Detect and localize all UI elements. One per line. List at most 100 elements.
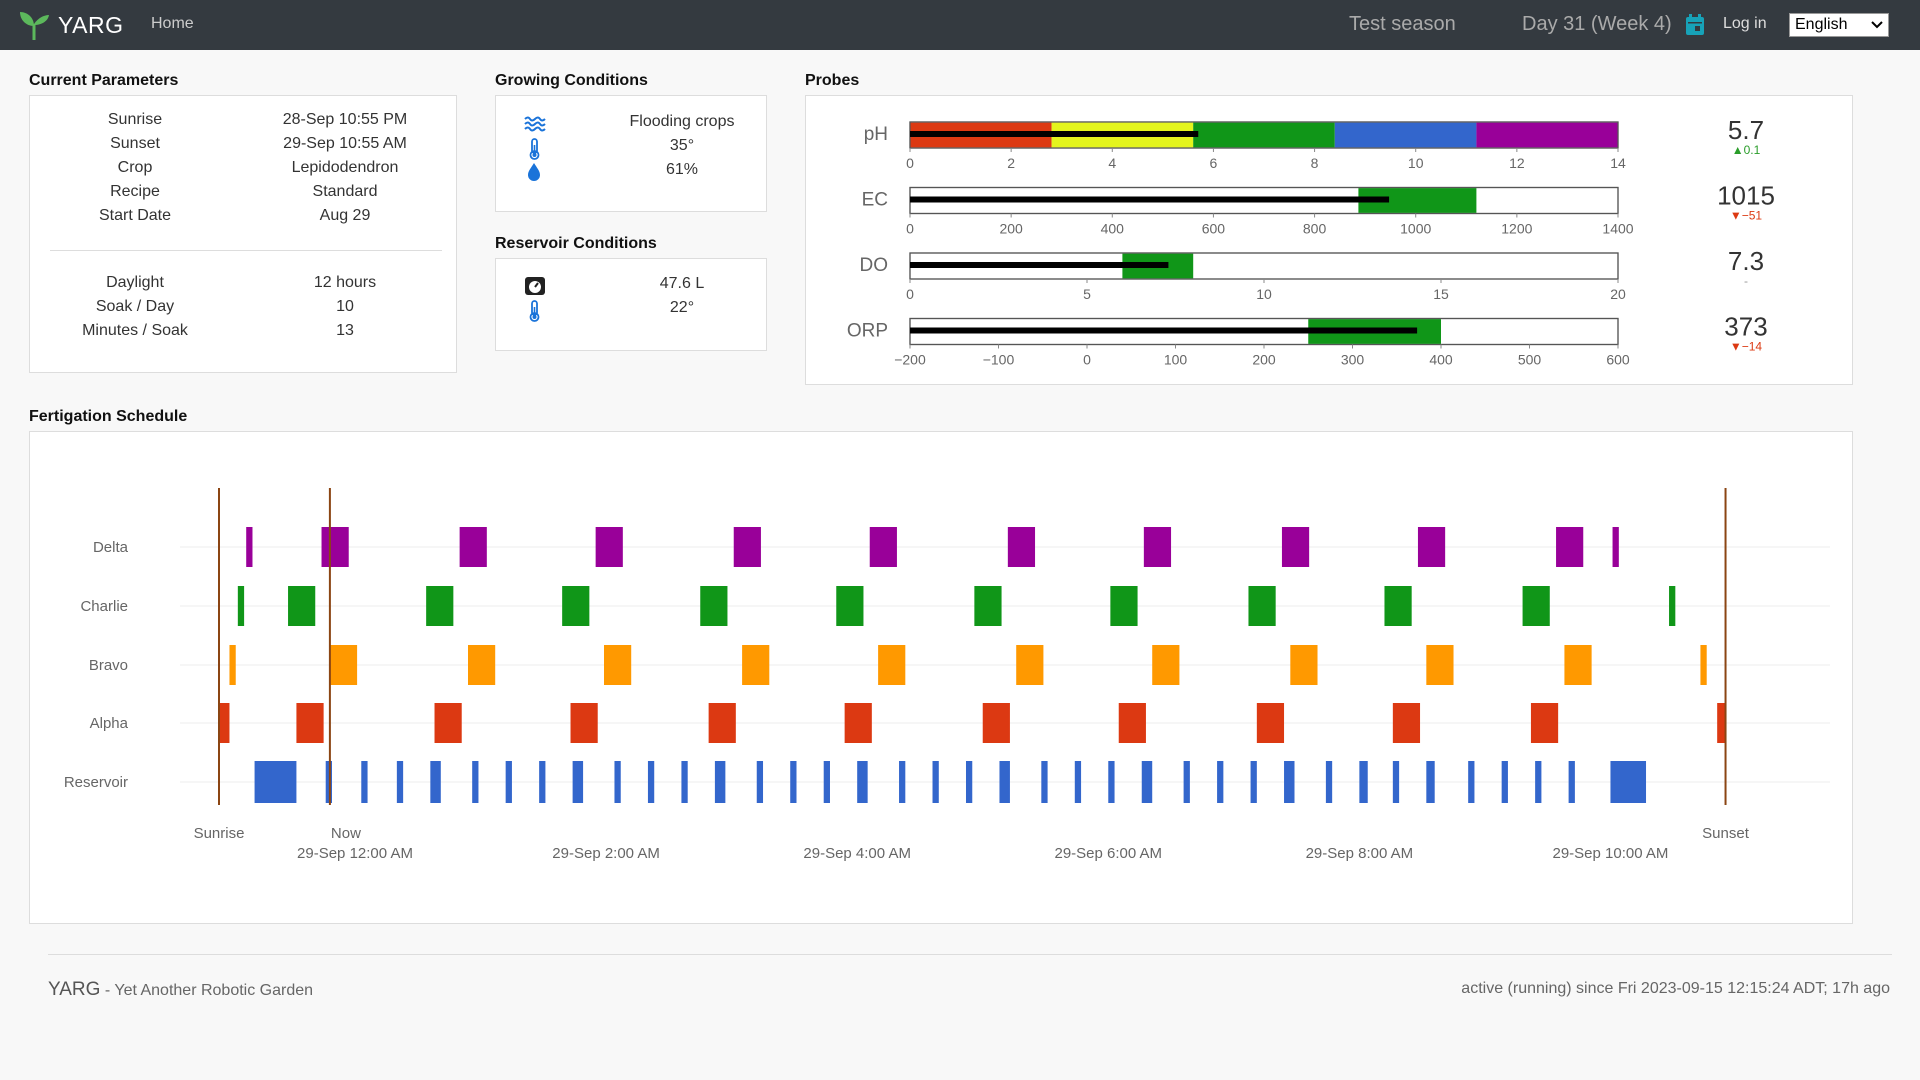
schedule-event[interactable] <box>1110 586 1138 626</box>
schedule-event[interactable] <box>790 761 797 803</box>
thermometer-icon <box>524 300 544 322</box>
schedule-event[interactable] <box>974 586 1002 626</box>
schedule-event[interactable] <box>1290 645 1318 685</box>
schedule-event[interactable] <box>1426 761 1435 803</box>
schedule-event[interactable] <box>878 645 906 685</box>
schedule-event[interactable] <box>246 527 253 567</box>
schedule-event[interactable] <box>505 761 512 803</box>
schedule-event[interactable] <box>1501 761 1508 803</box>
row-label: Delta <box>93 539 129 556</box>
schedule-event[interactable] <box>1041 761 1048 803</box>
schedule-event[interactable] <box>932 761 939 803</box>
schedule-event[interactable] <box>1556 527 1584 567</box>
schedule-event[interactable] <box>681 761 688 803</box>
schedule-event[interactable] <box>1717 703 1726 743</box>
schedule-event[interactable] <box>823 761 830 803</box>
schedule-event[interactable] <box>899 761 906 803</box>
calendar-icon[interactable] <box>1685 14 1705 41</box>
schedule-event[interactable] <box>756 761 764 803</box>
schedule-event[interactable] <box>1530 703 1559 743</box>
schedule-event[interactable] <box>1392 761 1400 803</box>
schedule-event[interactable] <box>1108 761 1115 803</box>
schedule-event[interactable] <box>1007 527 1036 567</box>
schedule-event[interactable] <box>426 586 454 626</box>
schedule-event[interactable] <box>614 761 621 803</box>
schedule-event[interactable] <box>742 645 770 685</box>
brand-link[interactable]: YARG <box>18 6 123 44</box>
schedule-event[interactable] <box>595 527 623 567</box>
schedule-event[interactable] <box>572 761 584 803</box>
schedule-event[interactable] <box>237 586 245 626</box>
schedule-event[interactable] <box>1118 703 1146 743</box>
schedule-event[interactable] <box>1281 527 1310 567</box>
schedule-event[interactable] <box>1256 703 1285 743</box>
schedule-event[interactable] <box>321 527 349 567</box>
schedule-event[interactable] <box>1152 645 1180 685</box>
schedule-event[interactable] <box>1392 703 1421 743</box>
schedule-event[interactable] <box>562 586 590 626</box>
schedule-event[interactable] <box>229 645 236 685</box>
schedule-event[interactable] <box>869 527 897 567</box>
schedule-event[interactable] <box>844 703 872 743</box>
schedule-event[interactable] <box>708 703 736 743</box>
schedule-event[interactable] <box>325 761 332 803</box>
schedule-event[interactable] <box>570 703 598 743</box>
schedule-event[interactable] <box>647 761 655 803</box>
schedule-event[interactable] <box>539 761 546 803</box>
schedule-event[interactable] <box>1284 761 1295 803</box>
season-name[interactable]: Test season <box>1349 13 1456 35</box>
schedule-event[interactable] <box>700 586 728 626</box>
schedule-event[interactable] <box>1535 761 1542 803</box>
schedule-event[interactable] <box>219 703 230 743</box>
schedule-event[interactable] <box>296 703 324 743</box>
humidity-row: 61% <box>496 161 768 185</box>
schedule-event[interactable] <box>1417 527 1446 567</box>
schedule-event[interactable] <box>1522 586 1550 626</box>
schedule-event[interactable] <box>999 761 1010 803</box>
schedule-event[interactable] <box>329 645 358 685</box>
schedule-event[interactable] <box>459 527 487 567</box>
nav-home-link[interactable]: Home <box>151 15 194 32</box>
schedule-event[interactable] <box>361 761 368 803</box>
schedule-event[interactable] <box>1016 645 1044 685</box>
probe-name: EC <box>862 190 888 211</box>
schedule-event[interactable] <box>965 761 973 803</box>
schedule-event[interactable] <box>1568 761 1575 803</box>
schedule-event[interactable] <box>836 586 864 626</box>
schedule-event[interactable] <box>1669 586 1676 626</box>
parameter-label: Recipe <box>110 183 160 200</box>
schedule-event[interactable] <box>982 703 1010 743</box>
schedule-event[interactable] <box>1250 761 1257 803</box>
schedule-event[interactable] <box>1248 586 1276 626</box>
schedule-event[interactable] <box>1074 761 1082 803</box>
schedule-event[interactable] <box>254 761 297 803</box>
schedule-event[interactable] <box>1384 586 1412 626</box>
schedule-event[interactable] <box>733 527 761 567</box>
schedule-event[interactable] <box>1700 645 1707 685</box>
thermometer-icon <box>524 138 544 160</box>
schedule-event[interactable] <box>1359 761 1368 803</box>
schedule-event[interactable] <box>467 645 496 685</box>
water-waves-icon <box>524 114 546 134</box>
schedule-event[interactable] <box>1612 527 1619 567</box>
schedule-event[interactable] <box>1143 527 1172 567</box>
schedule-event[interactable] <box>604 645 632 685</box>
schedule-event[interactable] <box>472 761 479 803</box>
schedule-event[interactable] <box>1610 761 1647 803</box>
schedule-event[interactable] <box>714 761 726 803</box>
language-select[interactable]: English <box>1789 13 1889 37</box>
schedule-event[interactable] <box>1217 761 1224 803</box>
probe-band <box>1193 122 1335 148</box>
schedule-event[interactable] <box>1325 761 1333 803</box>
login-link[interactable]: Log in <box>1723 15 1767 32</box>
schedule-event[interactable] <box>1468 761 1475 803</box>
schedule-event[interactable] <box>1426 645 1454 685</box>
schedule-event[interactable] <box>434 703 462 743</box>
schedule-event[interactable] <box>1183 761 1190 803</box>
schedule-event[interactable] <box>1141 761 1153 803</box>
schedule-event[interactable] <box>396 761 404 803</box>
schedule-event[interactable] <box>288 586 316 626</box>
schedule-event[interactable] <box>857 761 868 803</box>
schedule-event[interactable] <box>430 761 441 803</box>
schedule-event[interactable] <box>1564 645 1592 685</box>
